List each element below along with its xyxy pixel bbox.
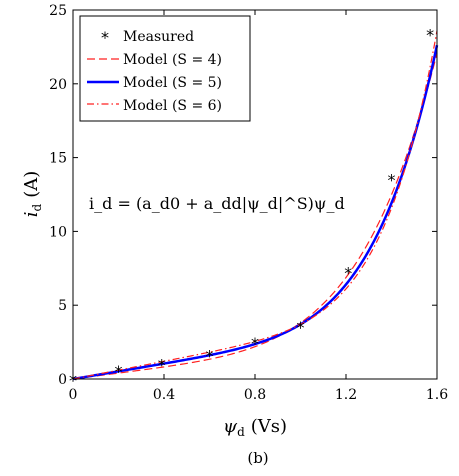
y-axis-label-symbol: i <box>21 211 42 217</box>
measured-point: * <box>388 170 396 189</box>
x-tick-label: 0.8 <box>244 387 266 403</box>
x-tick-label: 1.2 <box>335 387 357 403</box>
legend-marker-measured: * <box>101 28 109 47</box>
x-axis-label-unit: (Vs) <box>251 416 287 437</box>
equation-annotation: i_d = (a_d0 + a_dd|ψ_d|^S)ψ_d <box>89 194 345 213</box>
figure-caption: (b) <box>247 449 268 467</box>
series-line-s4 <box>72 53 438 380</box>
y-tick-label: 15 <box>49 151 67 167</box>
x-axis-label-subscript: d <box>237 425 245 439</box>
x-axis-label-symbol: ψ <box>223 416 238 437</box>
measured-point: * <box>426 26 434 45</box>
legend-label-s5: Model (S = 5) <box>123 75 222 91</box>
measured-point: * <box>206 347 214 366</box>
x-axis-label: ψd (Vs) <box>223 416 287 439</box>
measured-point: * <box>297 318 305 337</box>
y-tick-label: 20 <box>49 77 67 93</box>
x-tick-label: 1.6 <box>426 387 448 403</box>
y-axis-label-unit: (A) <box>21 171 42 198</box>
y-tick-label: 0 <box>58 372 67 388</box>
series-line-s5 <box>72 44 439 381</box>
series-line-s6 <box>72 30 438 380</box>
y-axis-label: id (A) <box>21 171 44 218</box>
y-axis-label-subscript: d <box>30 203 44 211</box>
measured-point: * <box>69 371 77 390</box>
svg-text:id(A): id (A) <box>21 171 44 218</box>
series-layer: * * * * * * * * * <box>69 26 439 390</box>
x-tick-label: 0.4 <box>153 387 175 403</box>
x-tick-label: 0 <box>69 387 78 403</box>
measured-point: * <box>344 263 352 282</box>
legend-label-s4: Model (S = 4) <box>123 52 222 68</box>
measured-point: * <box>251 334 259 353</box>
tick-layer: 0 0.4 0.8 1.2 1.6 0 5 10 15 20 25 <box>49 3 448 403</box>
measured-point: * <box>158 356 166 375</box>
legend: * Measured Model (S = 4) Model (S = 5) M… <box>79 15 251 122</box>
measured-point: * <box>115 362 123 381</box>
legend-label-s6: Model (S = 6) <box>123 98 222 114</box>
y-tick-label: 5 <box>58 298 67 314</box>
y-tick-label: 25 <box>49 3 67 19</box>
legend-label-measured: Measured <box>123 29 194 45</box>
y-tick-label: 10 <box>49 224 67 240</box>
svg-text:ψd(Vs): ψd (Vs) <box>223 416 287 439</box>
